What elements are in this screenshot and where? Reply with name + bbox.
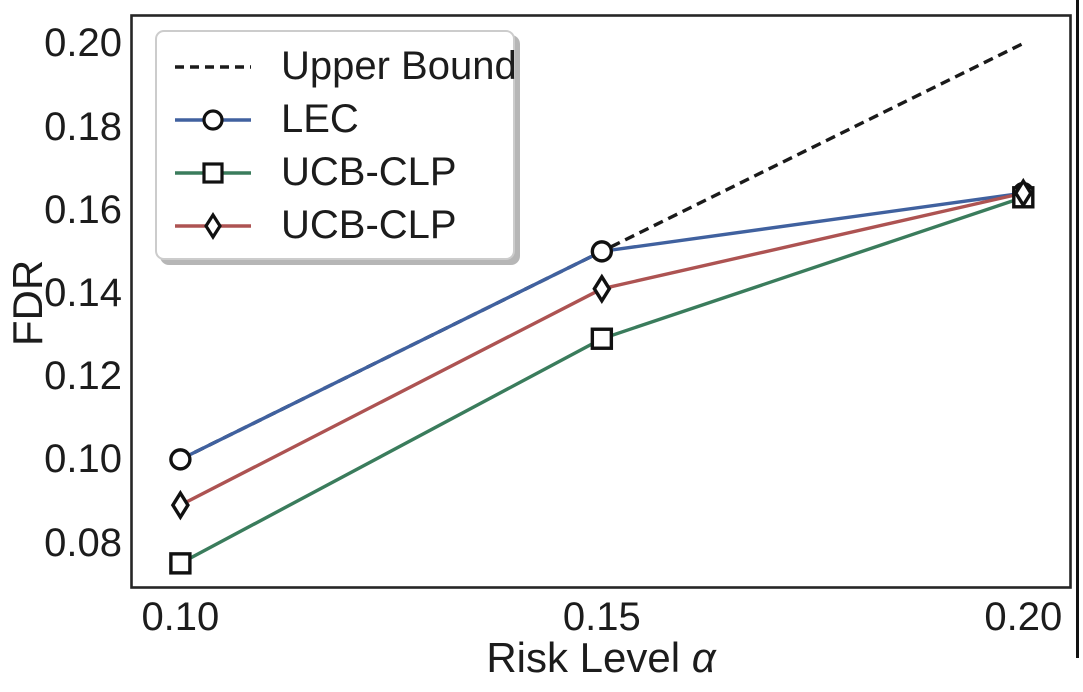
- x-tick-label: 0.10: [141, 595, 220, 639]
- diamond-marker-icon: [204, 211, 222, 240]
- data-point-diamond: [170, 489, 190, 521]
- legend-item: UCB-CLP: [157, 146, 513, 199]
- legend-handle-none: [175, 64, 251, 69]
- data-point-square: [590, 327, 614, 350]
- y-tick-label: 0.16: [44, 187, 122, 232]
- data-point-diamond: [592, 273, 612, 305]
- legend-handle-circle: [175, 108, 251, 131]
- legend-label: LEC: [281, 97, 359, 141]
- data-point-square: [169, 552, 192, 575]
- y-tick-label: 0.20: [44, 21, 122, 66]
- legend-label: UCB-CLP: [281, 203, 457, 247]
- y-tick-label: 0.08: [44, 520, 122, 565]
- y-tick-label: 0.10: [44, 437, 122, 482]
- alpha-symbol: α: [691, 634, 716, 681]
- legend-item: LEC: [157, 93, 513, 146]
- x-tick-label: 0.15: [562, 595, 641, 639]
- legend-label: UCB-CLP: [281, 150, 457, 194]
- legend-item: UCB-CLP: [157, 199, 513, 252]
- legend-item: Upper Bound: [157, 40, 517, 93]
- y-tick-label: 0.14: [44, 270, 122, 315]
- y-tick-label: 0.12: [44, 354, 122, 399]
- x-axis-label-text: Risk Level: [486, 634, 681, 681]
- x-axis-label: Risk Level α: [301, 634, 901, 682]
- data-point-circle: [590, 240, 614, 263]
- legend-handle-square: [175, 161, 251, 184]
- data-point-diamond: [1013, 177, 1033, 209]
- y-tick-label: 0.18: [44, 104, 122, 149]
- x-tick-label: 0.20: [984, 595, 1063, 639]
- y-axis-label: FDR: [4, 259, 51, 347]
- circle-marker-icon: [202, 108, 224, 131]
- legend-handle-diamond: [175, 211, 251, 240]
- legend-label: Upper Bound: [281, 44, 517, 88]
- page-edge-divider: [1076, 0, 1079, 658]
- legend-box: Upper Bound LEC UCB-CLP UCB-CLP: [155, 30, 517, 260]
- data-point-circle: [169, 448, 192, 471]
- axes-frame: [130, 14, 1072, 589]
- square-marker-icon: [202, 161, 224, 184]
